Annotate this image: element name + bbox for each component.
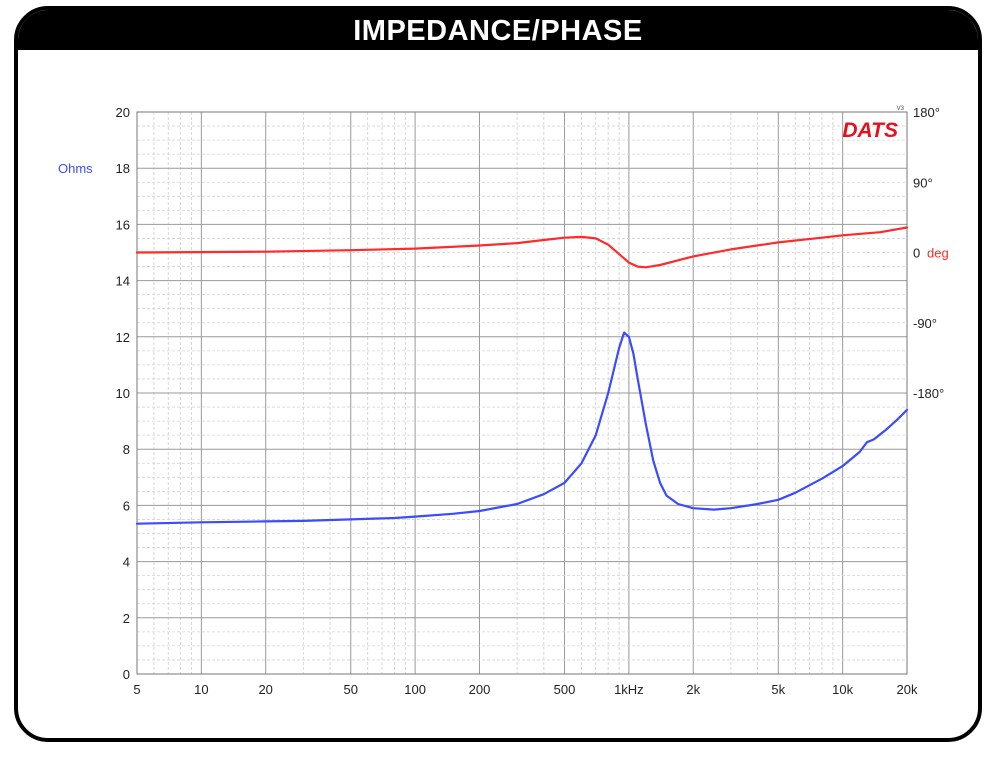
x-tick-label: 100: [404, 682, 426, 697]
y-tick-label: 10: [116, 386, 130, 401]
x-tick-label: 5k: [771, 682, 785, 697]
x-tick-label: 5: [133, 682, 140, 697]
x-tick-label: 50: [344, 682, 358, 697]
dats-logo: DATS: [842, 119, 898, 142]
y2-tick-label: 0: [913, 246, 920, 261]
x-tick-label: 20: [258, 682, 272, 697]
phase-series-line: [135, 226, 909, 269]
y-tick-label: 20: [116, 105, 130, 120]
y-axis-label: Ohms: [58, 161, 93, 176]
chart-frame: IMPEDANCE/PHASE 5 10 20 50 100 200 500 1kHz 2k 5k…: [14, 6, 982, 742]
x-tick-label: 2k: [686, 682, 700, 697]
y-tick-label: 2: [123, 611, 130, 626]
y2-tick-label: -180°: [913, 386, 944, 401]
dats-logo-version: V3: [897, 106, 905, 112]
x-tick-label: 1kHz: [614, 682, 644, 697]
x-tick-label: 10: [194, 682, 208, 697]
y2-axis-label: deg: [927, 246, 949, 261]
impedance-series-line: [135, 331, 909, 525]
y2-tick-label: 180°: [913, 105, 940, 120]
x-tick-label: 200: [469, 682, 491, 697]
x-tick-label: 20k: [897, 682, 918, 697]
y-tick-label: 18: [116, 161, 130, 176]
y2-tick-label: -90°: [913, 316, 937, 331]
x-tick-label: 10k: [832, 682, 853, 697]
y-tick-label: 8: [123, 442, 130, 457]
impedance-phase-chart: 5 10 20 50 100 200 500 1kHz 2k 5k 10k 20k0246810121…: [58, 105, 949, 697]
chart-title: IMPEDANCE/PHASE: [18, 10, 978, 50]
plot-border: [136, 111, 908, 675]
x-tick-label: 500: [554, 682, 576, 697]
y-tick-label: 4: [123, 555, 130, 570]
y2-tick-label: 90°: [913, 175, 933, 190]
y-tick-label: 14: [116, 274, 130, 289]
y-tick-label: 12: [116, 330, 130, 345]
y-tick-label: 6: [123, 498, 130, 513]
y-tick-label: 0: [123, 667, 130, 682]
y-tick-label: 16: [116, 217, 130, 232]
